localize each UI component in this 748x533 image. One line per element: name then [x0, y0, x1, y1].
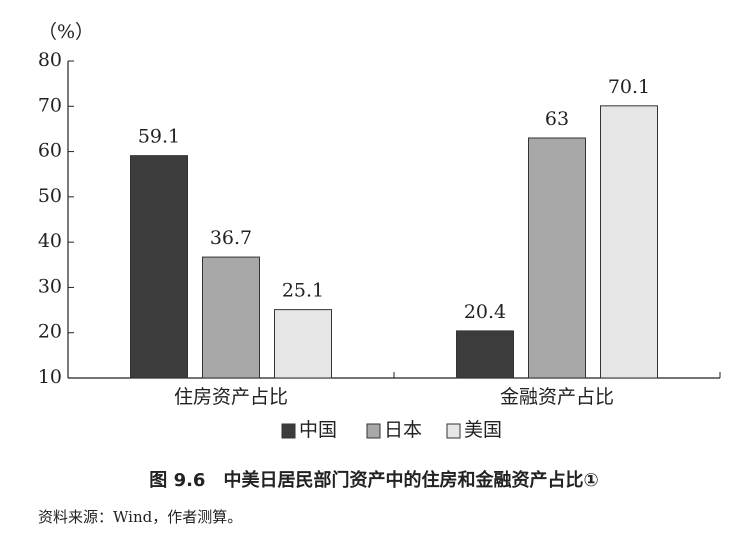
- data-label: 20.4: [464, 301, 506, 323]
- bar: [456, 330, 514, 379]
- legend-swatch: [366, 423, 381, 439]
- source: 资料来源：Wind，作者测算。: [38, 508, 242, 526]
- y-tick-label: 20: [38, 321, 62, 343]
- y-axis-label: （%）: [38, 21, 94, 43]
- caption: 图 9.6 中美日居民部门资产中的住房和金融资产占比①: [149, 469, 598, 491]
- data-label: 63: [545, 108, 569, 130]
- data-label: 59.1: [138, 126, 180, 148]
- legend-label: 美国: [464, 419, 502, 441]
- x-tick-label: 金融资产占比: [500, 386, 614, 408]
- legend-swatch: [281, 423, 296, 439]
- y-tick-label: 40: [38, 230, 62, 252]
- legend-label: 日本: [384, 419, 422, 441]
- legend-swatch: [446, 423, 461, 439]
- data-label: 25.1: [282, 280, 324, 302]
- data-label: 70.1: [608, 76, 650, 98]
- y-tick-label: 70: [38, 94, 62, 116]
- bar: [528, 137, 586, 379]
- x-tick-label: 住房资产占比: [174, 386, 288, 408]
- y-tick-label: 50: [38, 185, 62, 207]
- bar: [202, 256, 260, 379]
- data-label: 36.7: [210, 227, 252, 249]
- y-tick-label: 60: [38, 140, 62, 162]
- y-tick-label: 10: [38, 366, 62, 388]
- y-tick-label: 30: [38, 275, 62, 297]
- y-tick-label: 80: [38, 49, 62, 71]
- legend-label: 中国: [299, 419, 337, 441]
- bar: [600, 105, 658, 379]
- bar: [274, 309, 332, 379]
- bar: [130, 155, 188, 379]
